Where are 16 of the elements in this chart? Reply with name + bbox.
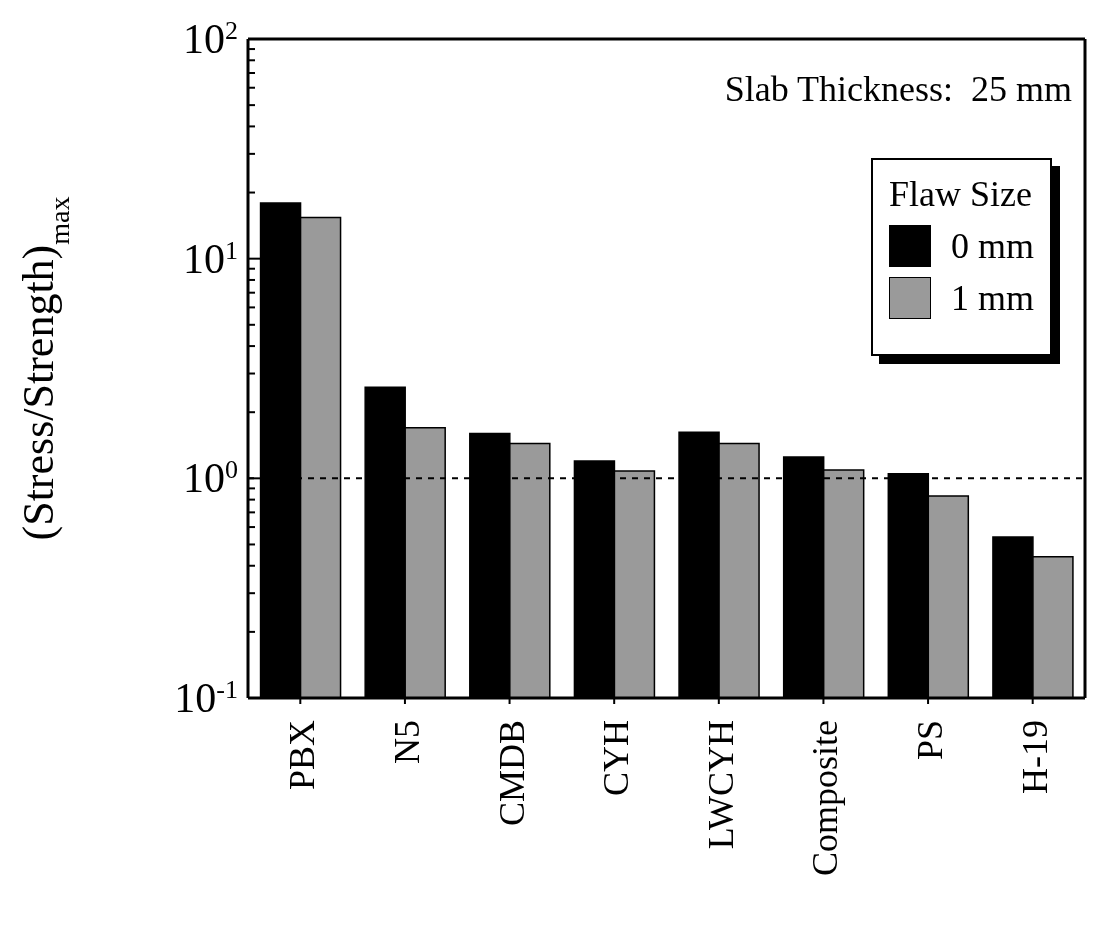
legend-title: Flaw Size bbox=[888, 173, 1033, 216]
legend-label: 1 mm bbox=[950, 277, 1034, 320]
x-tick-label: Composite bbox=[805, 720, 846, 877]
y-tick-label: 10$^{1}$ bbox=[183, 235, 238, 282]
x-tick-label: N5 bbox=[386, 720, 427, 764]
x-tick-label: CYH bbox=[596, 720, 637, 797]
x-tick-label: PBX bbox=[282, 720, 323, 791]
x-tick-label: PS bbox=[910, 720, 951, 761]
y-tick-label: 10$^{-1}$ bbox=[174, 674, 238, 721]
x-tick-label: CMDB bbox=[491, 720, 532, 827]
x-tick-label: H-19 bbox=[1014, 720, 1055, 794]
x-tick-label: LWCYH bbox=[700, 720, 741, 850]
y-tick-label: 10$^{2}$ bbox=[183, 15, 238, 62]
annotation: Slab Thickness: 25 mm bbox=[724, 68, 1072, 110]
legend-label: 0 mm bbox=[950, 225, 1034, 268]
y-tick-label: 10$^{0}$ bbox=[183, 454, 238, 502]
